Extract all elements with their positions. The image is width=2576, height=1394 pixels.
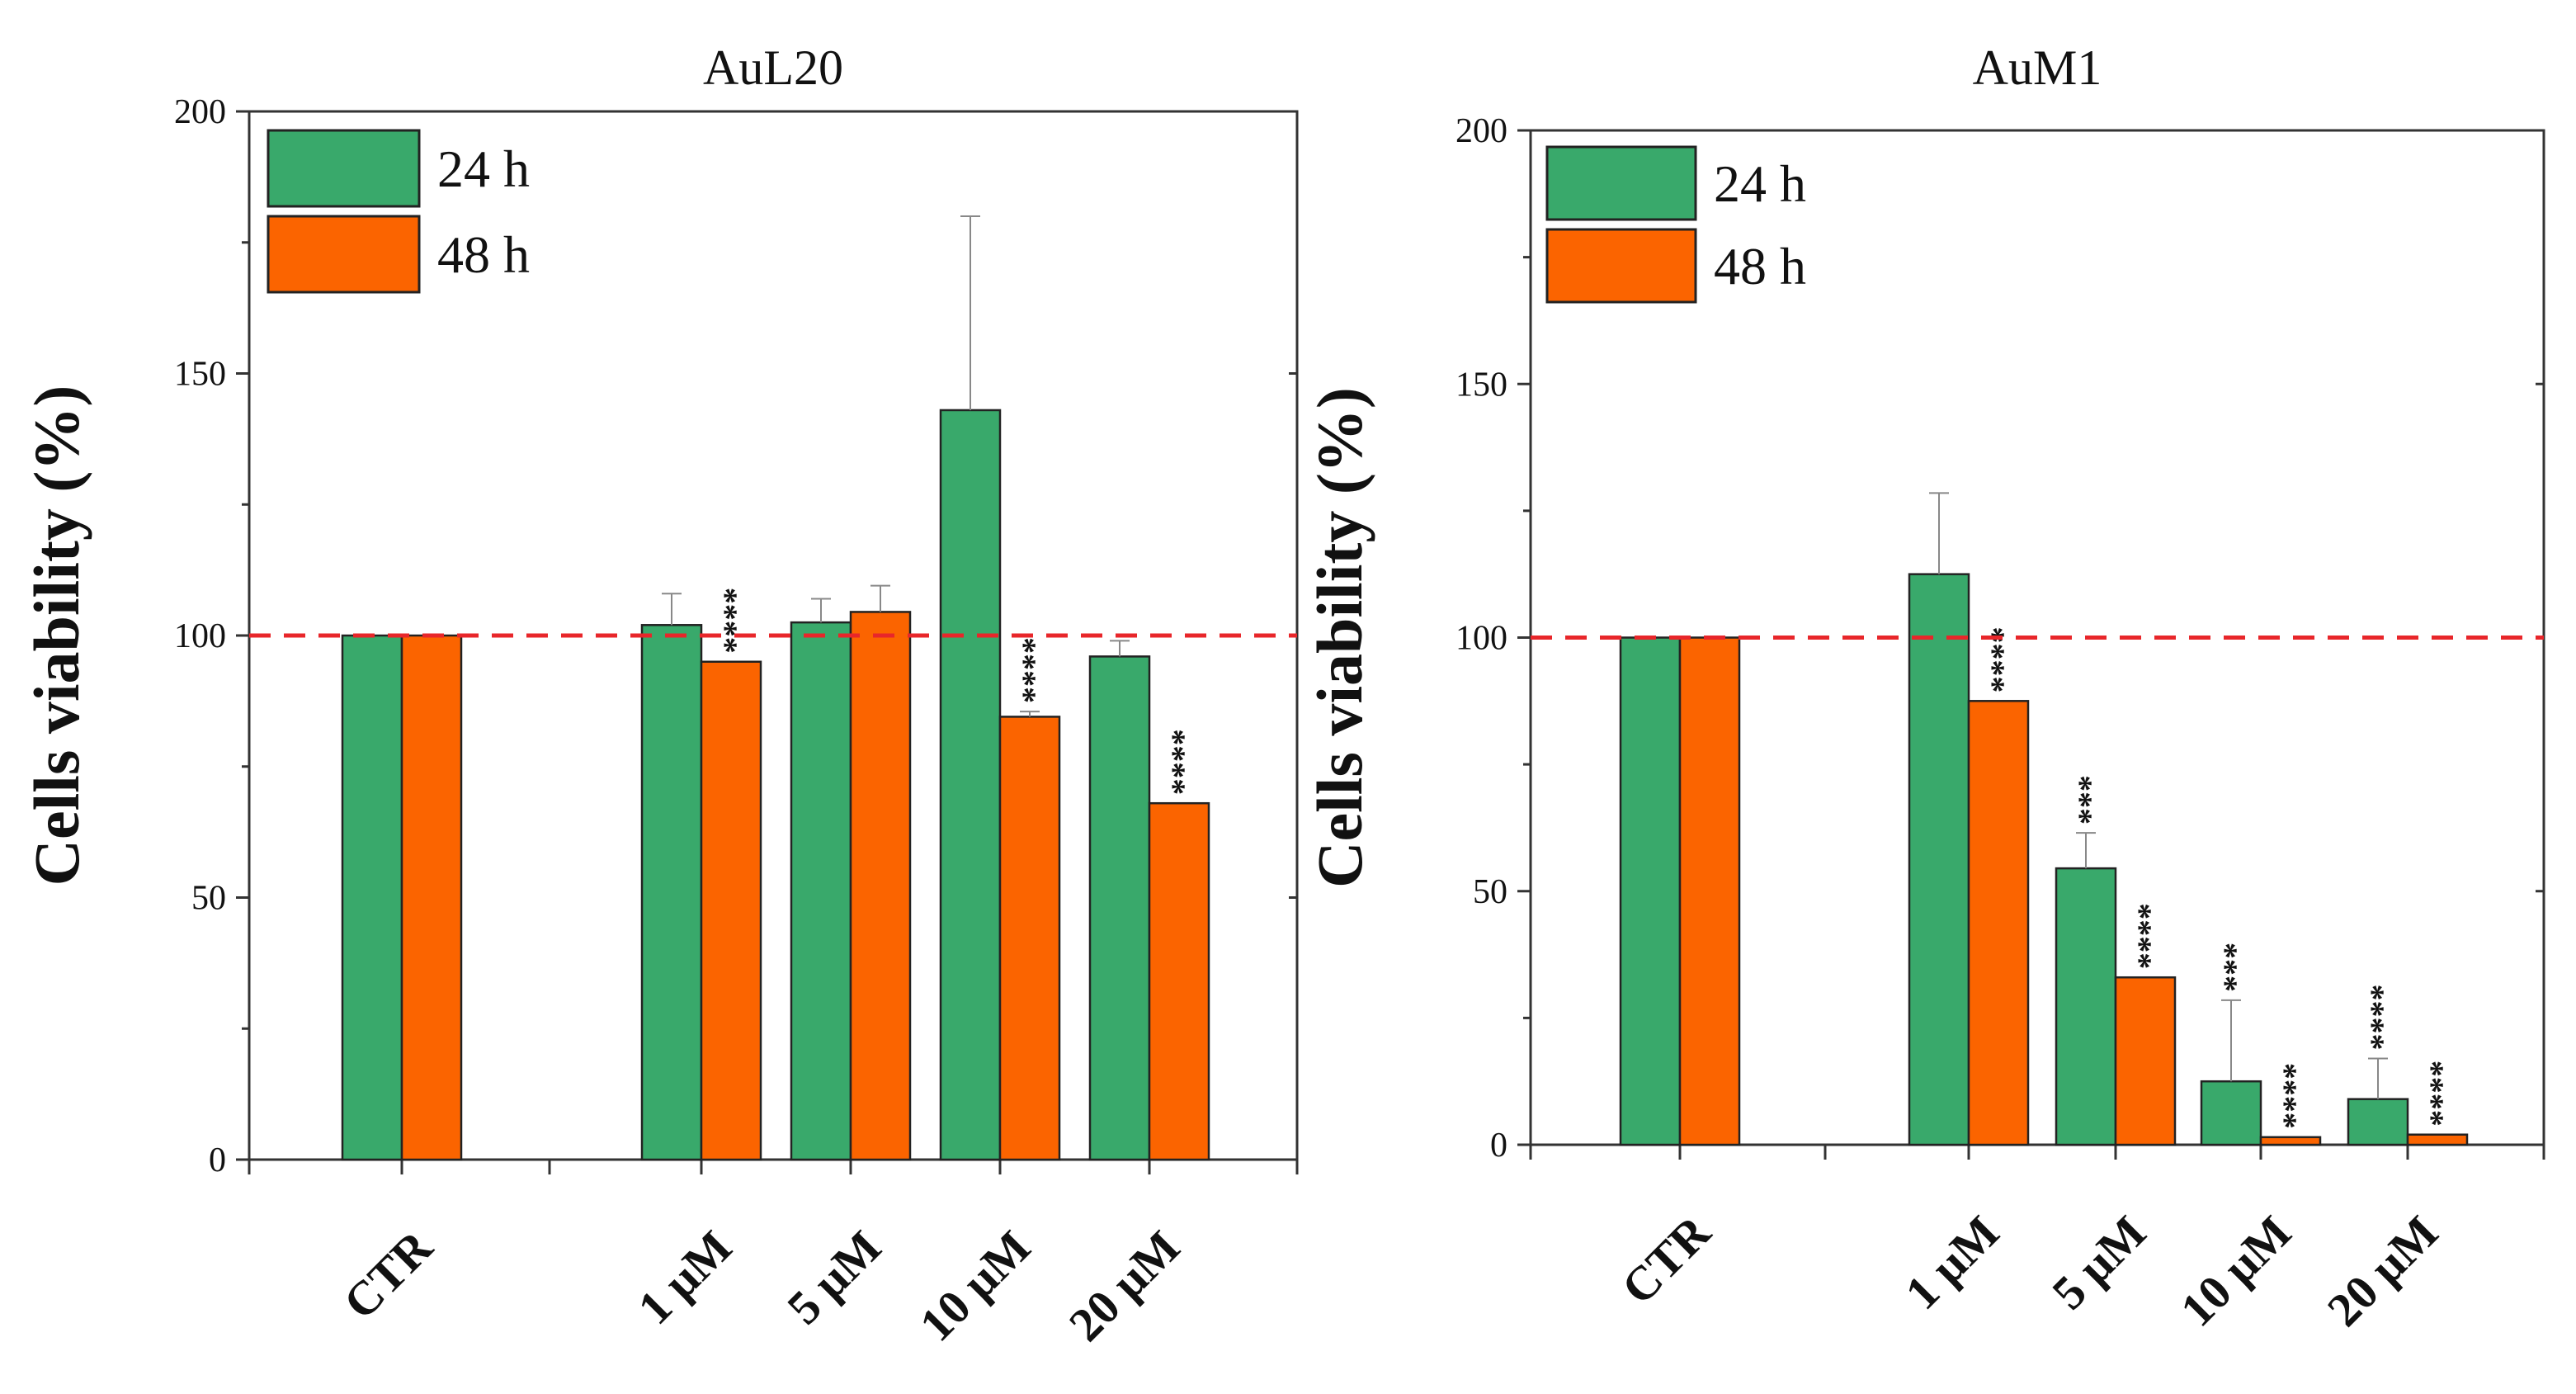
legend-label: 24 h	[1714, 154, 1806, 213]
significance-label: ****	[2363, 985, 2400, 1051]
x-category-label: 5 μM	[777, 1220, 892, 1335]
chart-title: AuM1	[1973, 40, 2102, 95]
bar-24h-1	[1908, 573, 1970, 1146]
y-tick-label: 0	[1490, 1127, 1507, 1165]
chart-title: AuL20	[703, 40, 843, 95]
bar-24h-3	[2200, 1080, 2262, 1146]
x-category-label: 10 μM	[2170, 1205, 2301, 1336]
bar-24h-4	[2347, 1098, 2409, 1146]
y-tick-label: 150	[174, 356, 226, 394]
significance-label: ****	[1164, 729, 1201, 795]
x-category-label: 20 μM	[2317, 1205, 2448, 1336]
legend-label: 48 h	[437, 225, 530, 284]
y-tick-label: 200	[1455, 112, 1507, 150]
bar-48h-1	[700, 660, 762, 1161]
significance-label: ****	[2130, 903, 2168, 969]
x-category-label: CTR	[333, 1219, 443, 1329]
bar-24h-0	[1619, 636, 1682, 1146]
bar-24h-2	[2055, 867, 2117, 1146]
y-tick-label: 100	[1455, 620, 1507, 658]
y-tick-label: 100	[174, 617, 226, 655]
y-tick-label: 200	[174, 93, 226, 131]
x-category-label: 5 μM	[2042, 1205, 2157, 1320]
x-category-label: CTR	[1611, 1204, 1721, 1314]
bar-24h-2	[790, 621, 852, 1161]
significance-label: ***	[2216, 943, 2253, 992]
bar-48h-4	[1148, 801, 1210, 1161]
x-category-label: 20 μM	[1059, 1220, 1190, 1351]
bar-48h-0	[1678, 636, 1741, 1146]
bar-48h-3	[2259, 1136, 2322, 1146]
y-axis-label: Cells viability (%)	[21, 385, 92, 886]
bar-24h-1	[640, 624, 703, 1161]
bar-48h-1	[1967, 700, 2030, 1146]
bar-24h-0	[341, 634, 403, 1161]
significance-label: ****	[2423, 1061, 2460, 1127]
bar-48h-4	[2406, 1133, 2469, 1146]
legend-label: 24 h	[437, 139, 530, 198]
bar-48h-2	[849, 611, 912, 1161]
bar-48h-3	[998, 716, 1061, 1161]
bar-48h-0	[400, 634, 463, 1161]
y-tick-label: 150	[1455, 366, 1507, 404]
legend-swatch-1	[267, 215, 421, 294]
bar-24h-3	[939, 409, 1002, 1161]
bar-24h-4	[1088, 655, 1151, 1161]
significance-label: ****	[1015, 637, 1052, 703]
legend-swatch-0	[1545, 145, 1697, 221]
legend-swatch-0	[267, 129, 421, 208]
significance-label: ***	[2071, 775, 2108, 825]
legend-swatch-1	[1545, 228, 1697, 304]
significance-label: ****	[716, 588, 753, 654]
legend-label: 48 h	[1714, 237, 1806, 295]
y-tick-label: 50	[191, 880, 226, 918]
x-category-label: 10 μM	[909, 1220, 1040, 1351]
y-tick-label: 50	[1473, 873, 1507, 911]
y-axis-label: Cells viability (%)	[1304, 387, 1375, 888]
x-category-label: 1 μM	[1895, 1205, 2010, 1320]
panel-aul20: 0 50 100 150 200 CTR **** 1 μM 5 μM **** 10 μM ****…	[21, 40, 1299, 1351]
significance-label: ****	[2276, 1063, 2313, 1129]
x-category-label: 1 μM	[628, 1220, 743, 1335]
y-tick-label: 0	[209, 1141, 226, 1179]
bar-48h-2	[2114, 976, 2177, 1146]
